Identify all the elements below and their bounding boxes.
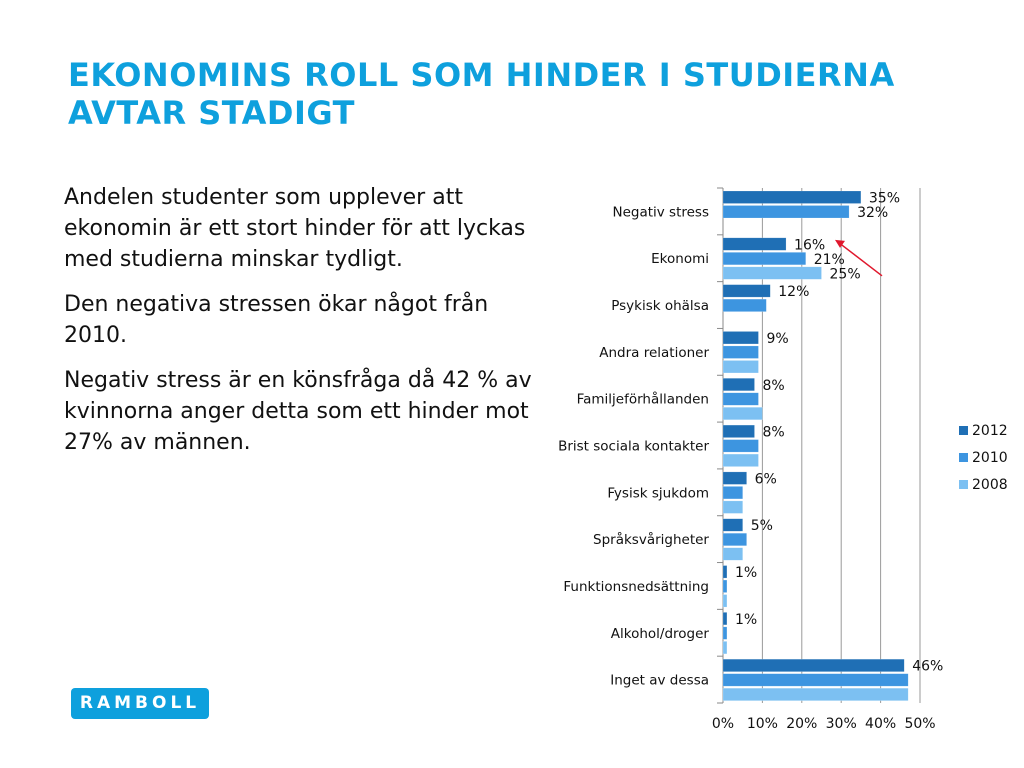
category-label: Andra relationer — [599, 345, 709, 361]
category-label: Brist sociala kontakter — [558, 439, 709, 455]
category-label: Fysisk sjukdom — [607, 485, 709, 501]
paragraph-stress: Den negativa stressen ökar något från 20… — [64, 292, 489, 348]
bar-2012 — [722, 190, 862, 204]
category-label: Negativ stress — [612, 204, 709, 220]
bar-2010 — [722, 579, 728, 593]
paragraph-gender: Negativ stress är en könsfråga då 42 % a… — [64, 368, 532, 455]
data-label: 21% — [814, 252, 845, 268]
x-tick-label: 30% — [826, 716, 857, 732]
slide-title: EKONOMINS ROLL SOM HINDER I STUDIERNA AV… — [68, 56, 988, 132]
ramboll-logo: RAMBOLL — [71, 688, 209, 719]
category-label: Ekonomi — [651, 251, 709, 267]
bar-2012 — [722, 424, 755, 438]
category-label: Psykisk ohälsa — [611, 298, 709, 314]
bar-2010 — [722, 345, 759, 359]
bar-2008 — [722, 407, 763, 421]
data-label: 1% — [735, 565, 757, 581]
data-label: 35% — [869, 191, 900, 207]
category-label: Funktionsnedsättning — [563, 579, 709, 595]
bar-2010 — [722, 392, 759, 406]
category-label: Familjeförhållanden — [577, 391, 709, 408]
bar-2010 — [722, 626, 728, 640]
data-label: 25% — [830, 266, 861, 282]
bar-2008 — [722, 687, 909, 701]
bar-2012 — [722, 237, 787, 251]
bar-2012 — [722, 518, 743, 532]
annotation-arrow-head — [835, 239, 845, 248]
bars — [722, 190, 909, 701]
bar-2012 — [722, 331, 759, 345]
data-label: 8% — [763, 425, 785, 441]
bar-2008 — [722, 500, 743, 514]
bar-2010 — [722, 205, 850, 219]
data-label: 12% — [778, 284, 809, 300]
data-label: 9% — [766, 331, 788, 347]
bar-2008 — [722, 641, 728, 655]
data-label: 6% — [755, 471, 777, 487]
data-label: 32% — [857, 205, 888, 221]
bar-2008 — [722, 453, 759, 467]
slide-title-line-2: AVTAR STADIGT — [68, 94, 355, 132]
bar-2008 — [722, 547, 743, 561]
legend-label: 2012 — [972, 423, 1008, 439]
x-tick-label: 10% — [747, 716, 778, 732]
bar-2012 — [722, 612, 728, 626]
bar-2008 — [722, 360, 759, 374]
x-tick-label: 40% — [865, 716, 896, 732]
bar-2010 — [722, 673, 909, 687]
x-tick-label: 20% — [786, 716, 817, 732]
bar-2010 — [722, 532, 747, 546]
x-tick-label: 50% — [904, 716, 935, 732]
bar-2012 — [722, 565, 728, 579]
data-label: 8% — [763, 378, 785, 394]
bar-2012 — [722, 658, 905, 672]
bar-2012 — [722, 471, 747, 485]
data-label: 46% — [912, 659, 943, 675]
legend-swatch-2012 — [959, 426, 968, 435]
category-label: Alkohol/droger — [611, 626, 710, 642]
bar-2008 — [722, 594, 728, 608]
bar-2010 — [722, 298, 767, 312]
data-labels: 35%32% 16%21%25% 12% 9% 8% 8% 6% 5% 1% 1% 46% — [735, 191, 943, 675]
data-label: 1% — [735, 612, 757, 628]
bar-2012 — [722, 284, 771, 298]
x-tick-label: 0% — [712, 716, 734, 732]
bar-2010 — [722, 252, 806, 266]
legend: 2012 2010 2008 — [959, 423, 1008, 493]
annotation-arrow-line — [838, 242, 883, 277]
x-tick-labels: 0% 10% 20% 30% 40% 50% — [712, 716, 936, 732]
bar-2008 — [722, 266, 822, 280]
category-label: Inget av dessa — [610, 673, 709, 689]
body-text: Andelen studenter som upplever att ekono… — [64, 182, 534, 472]
category-label: Språksvårigheter — [593, 531, 709, 548]
legend-label: 2008 — [972, 477, 1008, 493]
bar-2012 — [722, 378, 755, 392]
legend-swatch-2010 — [959, 453, 968, 462]
slide-title-line-1: EKONOMINS ROLL SOM HINDER I STUDIERNA — [68, 56, 895, 94]
data-label: 5% — [751, 518, 773, 534]
bar-2010 — [722, 486, 743, 500]
annotation — [835, 239, 883, 277]
paragraph-economy: Andelen studenter som upplever att ekono… — [64, 185, 526, 272]
bar-2010 — [722, 439, 759, 453]
legend-label: 2010 — [972, 450, 1008, 466]
category-labels: Negativ stress Ekonomi Psykisk ohälsa Andra… — [558, 204, 709, 688]
data-label: 16% — [794, 237, 825, 253]
legend-swatch-2008 — [959, 480, 968, 489]
